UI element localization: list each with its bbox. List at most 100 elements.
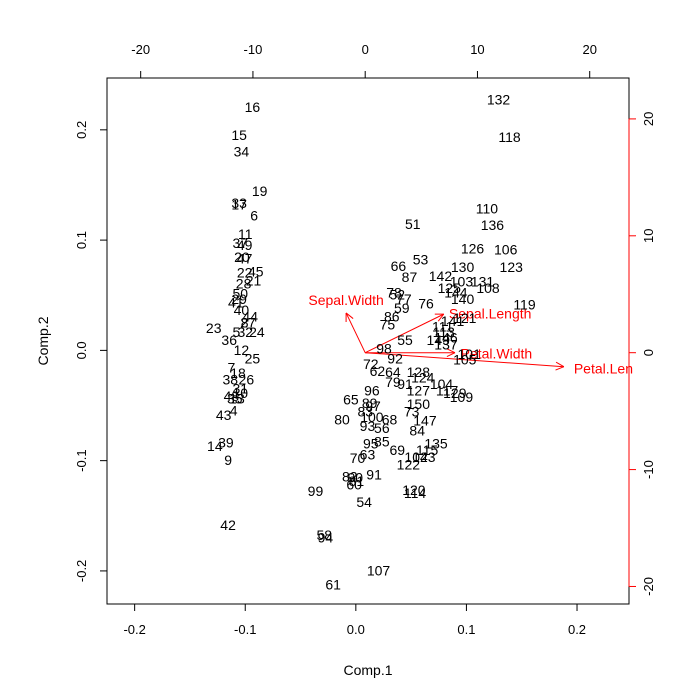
point-label: 56 [374,420,390,436]
point-label: 86 [384,309,400,325]
point-label: 34 [234,143,250,159]
variable-arrowhead [345,312,354,319]
point-label: 41 [228,294,244,310]
point-label: 61 [325,577,341,593]
y-axis-right: -20 -10 0 10 20 [628,112,656,596]
point-label: 29 [231,291,247,307]
point-label: 90 [347,470,363,486]
point-label: 39 [218,434,234,450]
point-label: 40 [234,302,250,318]
point-label: 93 [360,418,376,434]
point-label: 9 [224,452,232,468]
point-label: 22 [237,265,253,281]
y-axis-left: -0.2 -0.1 0.0 0.1 0.2 [74,121,108,582]
x-axis-title: Comp.1 [343,662,392,678]
point-label: 137 [434,336,458,352]
point-label: 52 [390,287,406,303]
right-tick-label: 20 [641,112,656,126]
point-label: 95 [363,436,379,452]
point-label: 82 [342,469,358,485]
right-tick-label: -10 [641,460,656,479]
point-label: 11 [238,226,253,242]
point-label: 111 [432,319,453,335]
point-label: 115 [416,442,439,458]
point-label: 16 [245,99,261,115]
point-label: 6 [250,207,258,223]
point-label: 113 [433,324,456,340]
variable-label: Petal.Width [461,346,533,362]
point-label: 110 [476,201,499,217]
point-label: 146 [434,330,458,346]
point-label: 32 [237,324,253,340]
y-tick-label: -0.1 [74,449,89,471]
point-label: 19 [252,183,268,199]
point-label: 24 [249,324,265,340]
point-label: 51 [405,216,421,232]
variable-arrows: Sepal.Length Sepal.Width Petal.Len Petal.Wi… [308,292,633,376]
x-tick-label: 0.0 [347,622,365,637]
point-label: 31 [232,380,248,396]
y-tick-label: -0.2 [74,560,89,582]
point-label: 98 [376,341,392,357]
point-label: 37 [232,235,248,251]
point-label: 130 [451,259,475,275]
x-axis-top: -20 -10 0 10 20 [131,42,597,79]
point-label: 143 [412,449,436,465]
point-label: 129 [443,385,467,401]
y-tick-label: 0.1 [74,231,89,249]
point-label: 43 [216,407,232,423]
point-label: 14 [207,438,223,454]
point-label: 10 [232,385,248,401]
point-label: 147 [413,412,437,428]
point-label: 85 [374,433,390,449]
point-label: 103 [450,273,474,289]
point-label: 58 [317,527,333,543]
point-label: 69 [390,442,406,458]
point-label: 104 [430,376,454,392]
top-tick-label: -10 [244,42,263,57]
variable-label: Sepal.Width [308,292,383,308]
point-label: 26 [239,372,255,388]
point-label: 144 [444,284,468,300]
point-label: 140 [451,291,475,307]
variable-arrowhead [437,313,445,322]
point-label: 21 [246,272,262,288]
point-label: 118 [498,129,521,145]
point-label: 105 [453,352,477,368]
point-label: 109 [450,389,474,405]
point-label: 63 [360,447,376,463]
point-label: 47 [237,250,253,266]
point-label: 106 [494,241,518,257]
point-label: 20 [234,249,250,265]
variable-arrowhead [555,361,565,368]
point-label: 91 [366,466,382,482]
point-label: 124 [411,369,435,385]
point-label: 55 [397,332,413,348]
point-label: 107 [367,562,391,578]
point-label: 128 [407,364,431,380]
point-label: 117 [436,383,459,399]
point-label: 97 [365,398,381,414]
point-label: 92 [387,351,403,367]
top-tick-label: 0 [362,42,369,57]
point-label: 54 [356,494,372,510]
point-label: 38 [223,372,239,388]
point-label: 131 [471,273,495,289]
point-label: 136 [481,217,505,233]
point-label: 135 [424,436,448,452]
point-label: 84 [409,422,425,438]
point-label: 72 [363,356,379,372]
point-label: 59 [394,300,410,316]
point-label: 123 [500,259,524,275]
variable-arrowhead [446,348,456,354]
point-label: 5 [232,324,240,340]
point-label: 68 [382,411,398,427]
point-label: 42 [220,517,236,533]
point-label: 12 [234,342,250,358]
point-label: 149 [427,332,451,348]
point-label: 100 [360,409,384,425]
point-label: 45 [248,264,264,280]
x-axis-bottom: -0.2 -0.1 0.0 0.1 0.2 [123,603,586,637]
y-tick-label: 0.2 [74,121,89,139]
